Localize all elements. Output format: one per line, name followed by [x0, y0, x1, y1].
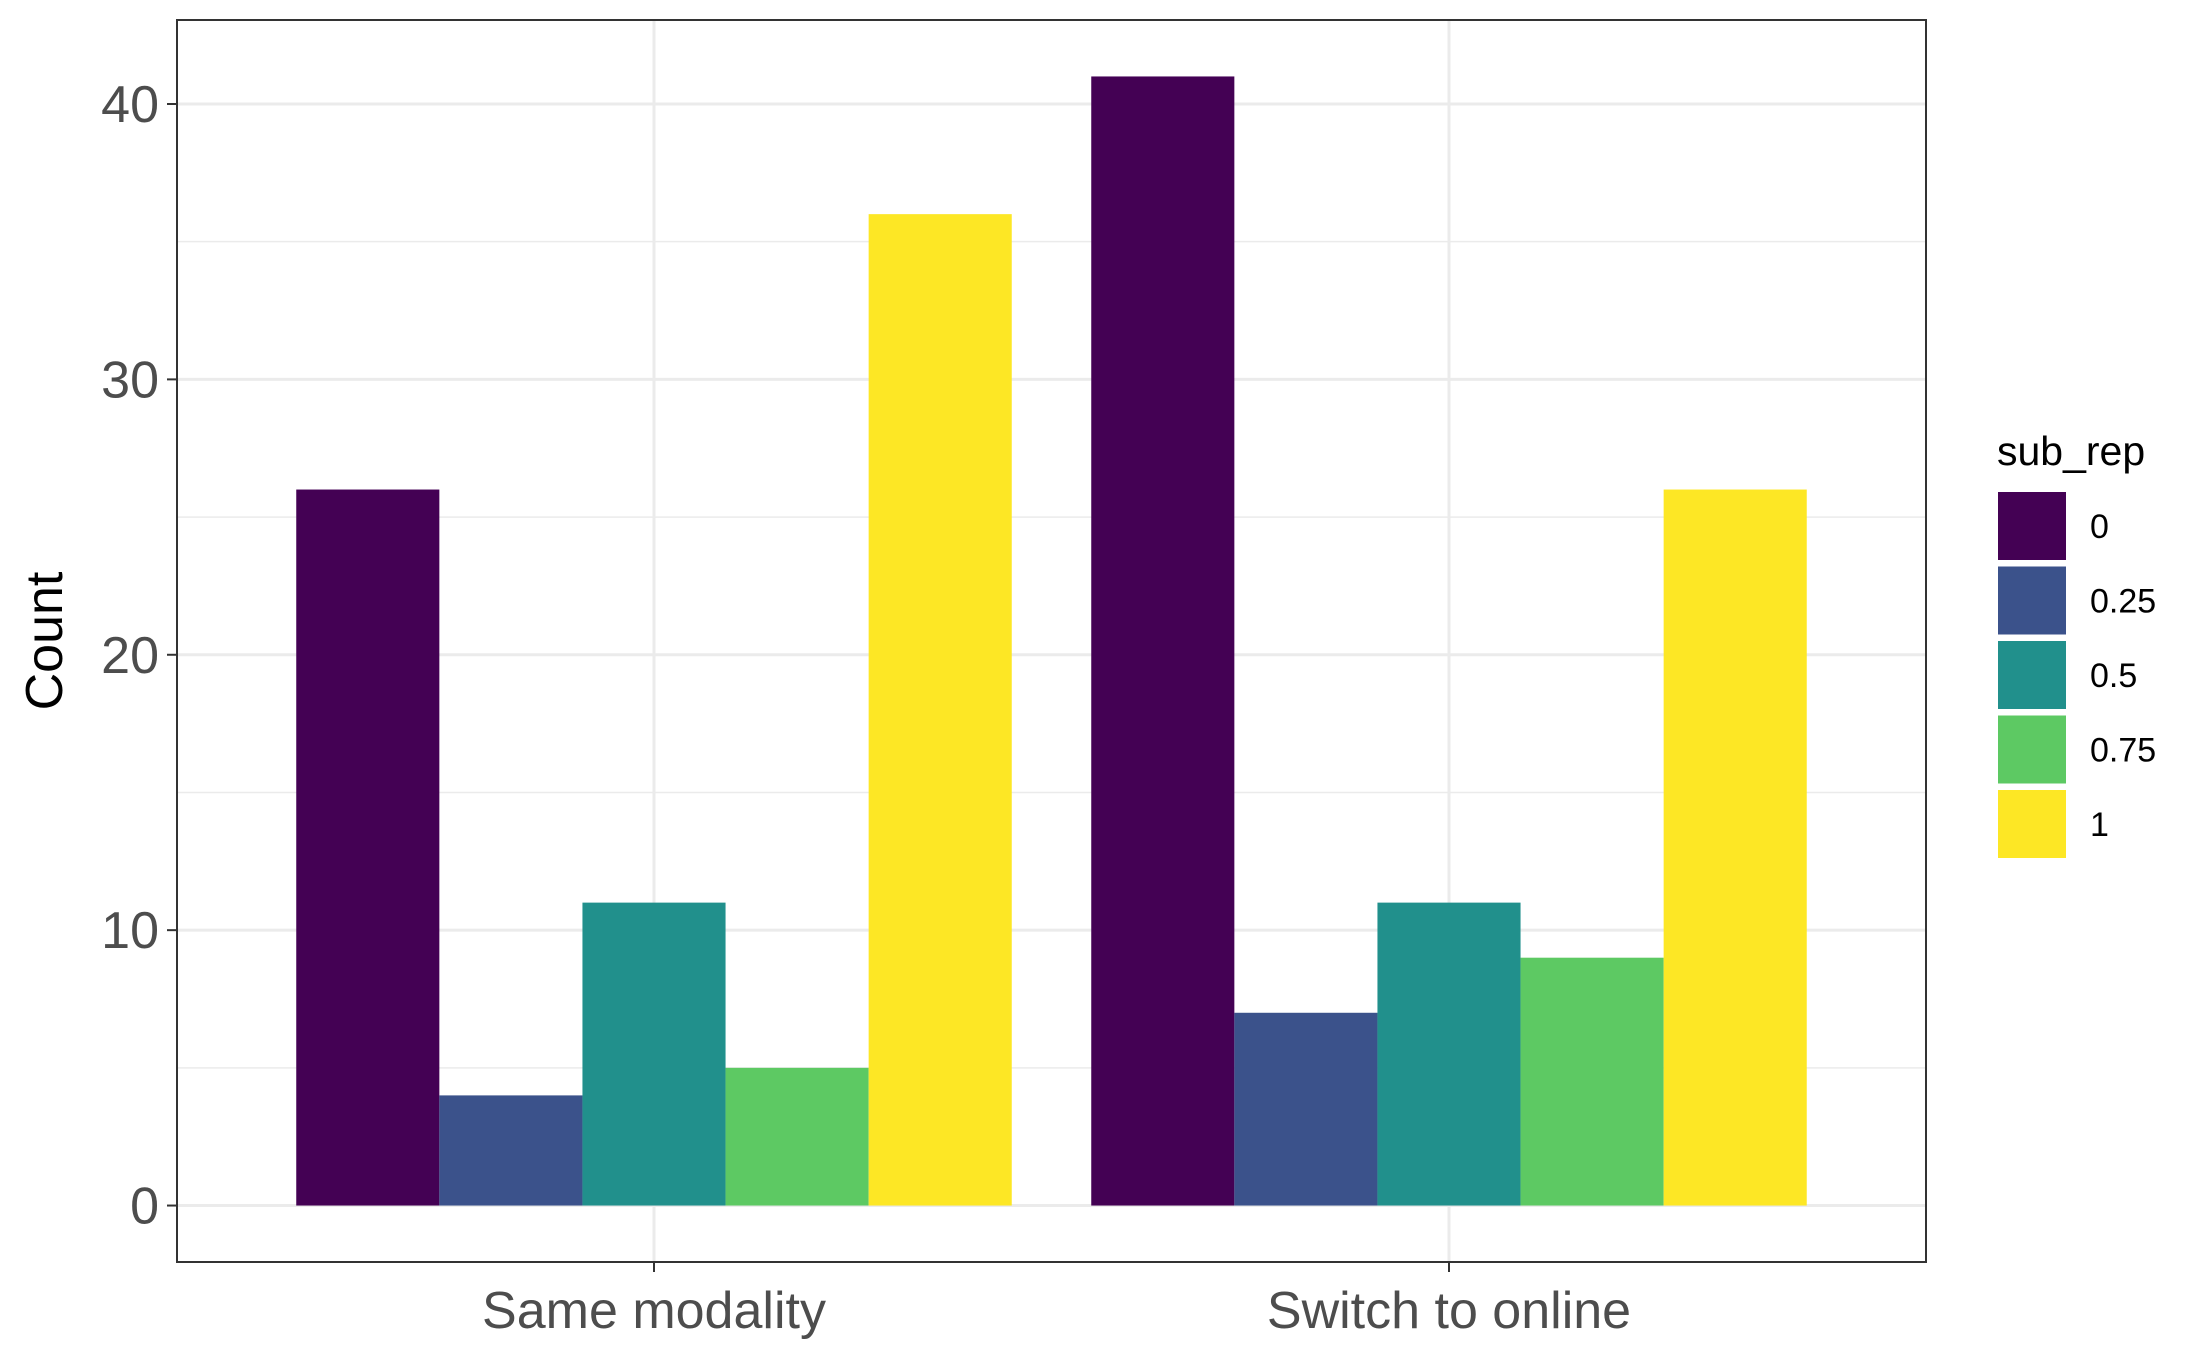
- legend: sub_rep 0 0.25 0.5 0.75 1: [1997, 428, 2156, 858]
- y-tick-label: 0: [130, 1178, 159, 1236]
- bar: [439, 1095, 583, 1206]
- bars: [296, 76, 1807, 1206]
- legend-item: 1: [1998, 790, 2109, 858]
- legend-item: 0.75: [1998, 715, 2156, 784]
- bar: [1377, 902, 1521, 1206]
- legend-label: 0.5: [2090, 657, 2137, 695]
- bar: [1520, 957, 1664, 1206]
- y-tick-label: 40: [101, 76, 159, 134]
- bar: [296, 489, 440, 1206]
- y-tick-label: 10: [101, 902, 159, 960]
- legend-title: sub_rep: [1997, 428, 2145, 474]
- legend-swatch: [1998, 715, 2066, 784]
- legend-item: 0: [1998, 492, 2109, 560]
- legend-label: 0: [2090, 508, 2109, 546]
- y-tick-label: 20: [101, 627, 159, 685]
- legend-item: 0.25: [1998, 566, 2156, 635]
- legend-label: 0.75: [2090, 732, 2156, 770]
- bar: [582, 902, 726, 1206]
- plot-panel-border: [176, 19, 1927, 1263]
- x-tick-label: Switch to online: [1267, 1282, 1631, 1340]
- y-axis: 0 10 20 30 40: [101, 76, 177, 1236]
- legend-swatch: [1998, 790, 2066, 858]
- legend-label: 0.25: [2090, 583, 2156, 621]
- bar: [868, 214, 1012, 1206]
- x-axis: Same modality Switch to online: [482, 1262, 1631, 1340]
- bar: [1091, 76, 1235, 1206]
- y-tick-label: 30: [101, 351, 159, 409]
- bar: [1663, 489, 1807, 1206]
- x-tick-label: Same modality: [482, 1282, 826, 1340]
- bar: [1234, 1012, 1378, 1206]
- legend-swatch: [1998, 641, 2066, 709]
- legend-item: 0.5: [1998, 641, 2137, 709]
- y-axis-title: Count: [16, 571, 74, 710]
- legend-swatch: [1998, 566, 2066, 635]
- bar: [725, 1067, 869, 1206]
- legend-swatch: [1998, 492, 2066, 560]
- legend-label: 1: [2090, 806, 2109, 844]
